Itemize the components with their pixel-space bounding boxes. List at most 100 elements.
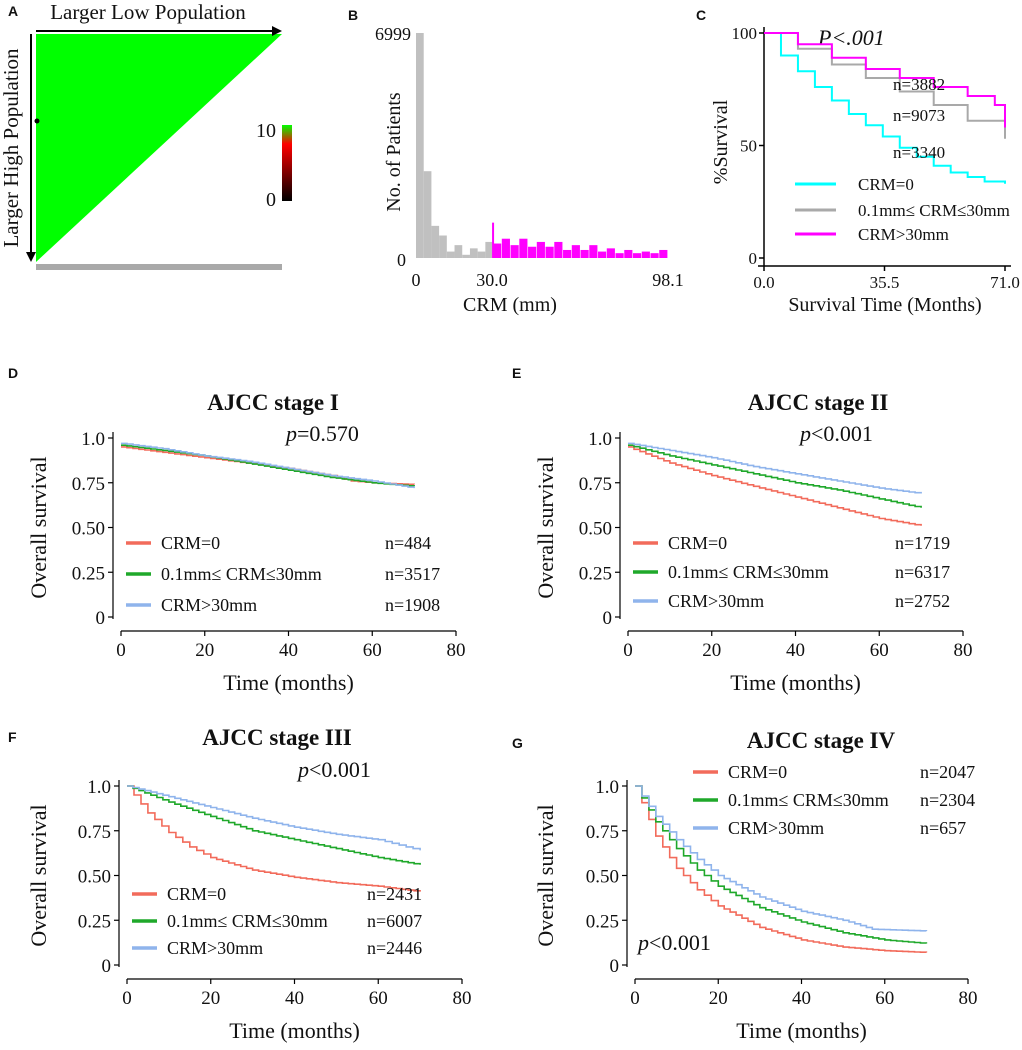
histogram-bar-low	[462, 254, 470, 258]
panel-b: No. of Patients CRM (mm) 6999 0 0 30.0 9…	[375, 24, 684, 316]
panel-g-ytick-label: 1.0	[595, 777, 619, 798]
left-arrow-head	[26, 252, 36, 262]
panel-e-xtick-label: 60	[870, 640, 889, 661]
panel-c-xtick-label: 0.0	[753, 273, 774, 292]
histogram-bar-low	[469, 248, 478, 258]
bottom-bar	[36, 264, 282, 270]
panel-e-xtick-label: 0	[623, 640, 633, 661]
panel-e-ytick-label: 1.0	[588, 429, 612, 450]
panel-g-xtick-label: 0	[630, 988, 640, 1009]
panel-e-ytick-label: 0	[603, 608, 613, 629]
panel-d-curve-3	[121, 442, 415, 489]
panel-f-ytick-label: 1.0	[87, 777, 111, 798]
panel-f-curve-3	[127, 785, 421, 851]
histogram-ytick-0: 0	[397, 250, 406, 270]
panel-d-ytick-label: 0.75	[72, 474, 105, 495]
panel-g-curve-1	[635, 785, 928, 953]
panel-e-legend-label: CRM>30mm	[668, 591, 764, 611]
panel-d-ylabel: Overall survival	[26, 456, 51, 598]
histogram-xtick-cut: 30.0	[476, 270, 508, 290]
panel-label-e: E	[512, 365, 521, 381]
panel-e-ytick-label: 0.25	[579, 563, 612, 584]
panel-label-b: B	[348, 7, 358, 23]
panel-e-curve-3	[628, 442, 922, 494]
panel-d-xtick-label: 0	[116, 640, 126, 661]
panel-g-legend-label: CRM>30mm	[728, 818, 824, 838]
histogram-bar-high	[598, 251, 607, 258]
histogram-bar-low	[423, 171, 432, 258]
panel-d-ytick-label: 0	[96, 608, 106, 629]
panel-e-ytick-label: 0.75	[579, 474, 612, 495]
panel-label-f: F	[8, 729, 17, 745]
histogram-bar-low	[485, 241, 494, 258]
histogram-bar-high	[615, 253, 624, 258]
histogram-bar-high	[580, 249, 589, 258]
histogram-bar-high	[633, 253, 642, 258]
panel-d-pvalue: p=0.570	[284, 421, 359, 446]
histogram-bar-high	[554, 241, 563, 258]
panel-g-xtick-label: 80	[959, 988, 978, 1009]
panel-e-ytick-label: 0.50	[579, 519, 612, 540]
histogram-bar-low	[446, 251, 455, 258]
color-scale-bar	[282, 125, 292, 201]
panel-d-legend-label: CRM=0	[161, 533, 220, 553]
histogram-bar-low	[416, 33, 424, 258]
panel-g-n-label: n=657	[920, 818, 966, 838]
panel-f-legend-label: CRM>30mm	[167, 938, 263, 958]
panel-g-legend-label: 0.1mm≤ CRM≤30mm	[728, 790, 889, 810]
panel-f-ylabel: Overall survival	[26, 804, 51, 946]
histogram-bar-high	[493, 243, 502, 258]
histogram-bar-high	[571, 245, 580, 258]
histogram-bar-low	[431, 225, 440, 258]
histogram-bar-high	[563, 249, 572, 258]
panel-g-curve-3	[635, 785, 928, 932]
panel-f-ytick-label: 0.50	[78, 867, 111, 888]
histogram-bar-high	[501, 238, 510, 258]
panel-g-n-label: n=2047	[920, 762, 975, 782]
panel-c-legend-label: CRM>30mm	[858, 225, 949, 244]
panel-c-curve-3	[764, 32, 1006, 128]
panel-e-n-label: n=2752	[895, 591, 950, 611]
histogram-bar-high	[528, 246, 537, 258]
panel-d-title: AJCC stage I	[207, 390, 339, 415]
color-scale-min: 0	[266, 189, 276, 211]
panel-g-xtick-label: 60	[875, 988, 894, 1009]
panel-c-ytick-label: 50	[740, 137, 757, 156]
panel-label-g: G	[512, 735, 523, 751]
panel-f-xtick-label: 60	[369, 988, 388, 1009]
panel-a-left-label: Larger High Population	[0, 48, 23, 248]
panel-e-curve-1	[628, 446, 922, 526]
panel-c-ylabel: %Survival	[710, 99, 732, 184]
panel-e-xtick-label: 80	[954, 640, 973, 661]
panel-e: AJCC stage II 0 0.25 0.50 0.75 1.0 0 20 40 60 80 Ti…	[533, 390, 973, 695]
panel-c-n-label: n=3882	[893, 75, 945, 94]
panel-label-a: A	[8, 3, 18, 19]
panel-d: AJCC stage I 0 0.25 0.50 0.75 1.0 0 20 40 60 80 Tim…	[26, 390, 466, 695]
panel-f-ytick-label: 0.75	[78, 822, 111, 843]
panel-d-xtick-label: 80	[447, 640, 466, 661]
panel-f-curve-1	[127, 785, 421, 892]
histogram-bar-high	[624, 249, 633, 258]
panel-g-xtick-label: 40	[792, 988, 811, 1009]
histogram-xlabel: CRM (mm)	[463, 294, 557, 316]
panel-f: AJCC stage III 0 0.25 0.50 0.75 1.0 0 20 40 60 80 T…	[26, 725, 472, 1043]
histogram-bar-high	[510, 245, 519, 258]
histogram-bar-high	[650, 253, 659, 258]
panel-f-xtick-label: 80	[453, 988, 472, 1009]
panel-c: P<.001 %Survival Survival Time (Months) …	[710, 24, 1020, 316]
panel-c-ytick-label: 100	[732, 24, 758, 43]
histogram-bar-high	[659, 249, 668, 258]
panel-f-legend-label: 0.1mm≤ CRM≤30mm	[167, 911, 328, 931]
panel-a-top-label: Larger Low Population	[50, 0, 246, 24]
panel-c-xlabel: Survival Time (Months)	[788, 294, 981, 316]
panel-c-n-label: n=3340	[893, 143, 945, 162]
panel-e-curve-2	[628, 444, 922, 508]
panel-c-xtick-label: 35.5	[870, 273, 900, 292]
panel-c-ytick-label: 0	[749, 249, 758, 268]
panel-d-legend-label: 0.1mm≤ CRM≤30mm	[161, 564, 322, 584]
histogram-bar-high	[641, 251, 650, 258]
histogram-bar-high	[606, 248, 615, 258]
panel-f-xlabel: Time (months)	[229, 1018, 360, 1043]
panel-g-pvalue: p<0.001	[636, 930, 711, 955]
